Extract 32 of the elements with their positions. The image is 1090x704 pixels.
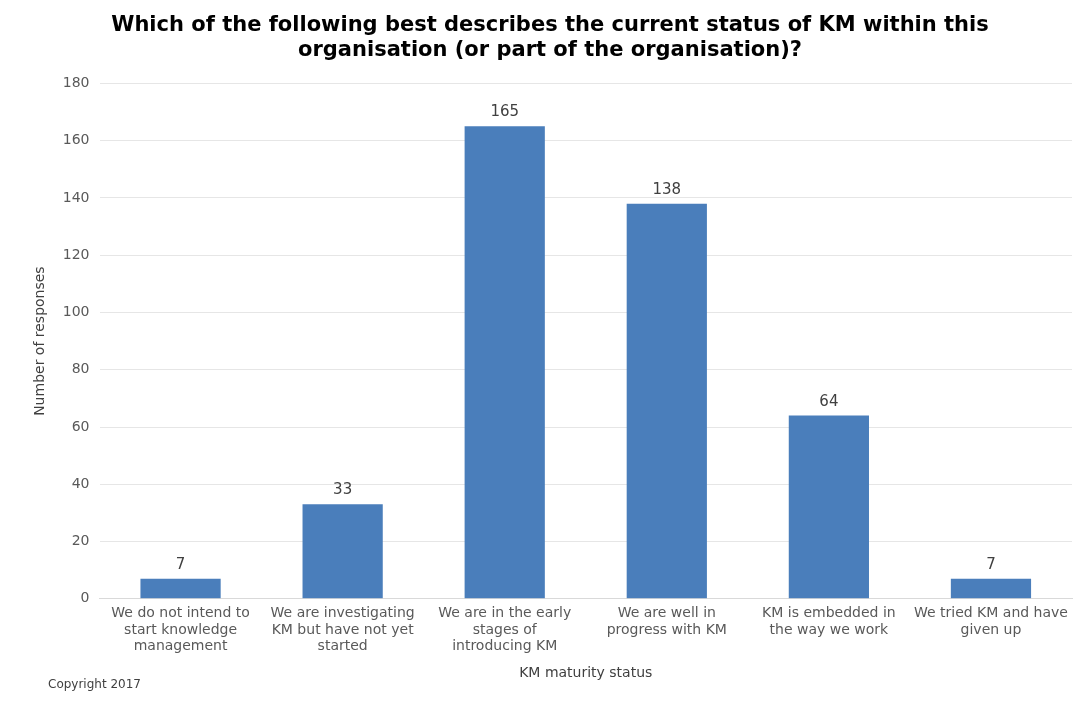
bar — [950, 578, 1032, 599]
bar — [626, 203, 707, 599]
y-tick-label: 60 — [71, 417, 90, 434]
x-tick-label: We are in the early stages of introducing KM — [438, 603, 572, 654]
bar — [302, 504, 383, 599]
data-label: 7 — [175, 554, 186, 573]
y-axis-title: Number of responses — [31, 266, 48, 416]
y-tick-label: 80 — [71, 360, 90, 377]
x-tick-label: We tried KM and have given up — [913, 603, 1068, 637]
x-tick-label: We are well in progress with KM — [606, 603, 727, 637]
y-tick-label: 160 — [62, 131, 90, 148]
chart-title: Which of the following best describes the current status of KM within this organisation (or part of the organisation)? — [111, 12, 989, 62]
y-tick-label: 140 — [62, 188, 90, 205]
bar — [464, 126, 545, 599]
x-tick-label: KM is embedded in the way we work — [762, 603, 896, 637]
text: Copyright 2017 — [48, 677, 141, 691]
x-axis-title: KM maturity status — [519, 664, 653, 681]
bar — [140, 578, 221, 599]
y-tick-label: 100 — [62, 303, 90, 320]
data-label: 7 — [986, 554, 996, 573]
x-tick-label: We do not intend to start knowledge management — [111, 603, 250, 654]
x-tick-label: We are investigating KM but have not yet started — [270, 603, 415, 654]
y-tick-label: 0 — [80, 589, 90, 606]
y-tick-label: 40 — [71, 474, 90, 491]
y-tick-label: 20 — [71, 532, 90, 549]
data-label: 138 — [652, 179, 682, 198]
y-tick-label: 120 — [62, 245, 90, 262]
data-label: 64 — [819, 391, 839, 410]
data-label: 33 — [333, 480, 353, 499]
data-label: 165 — [490, 102, 520, 121]
y-tick-label: 180 — [62, 74, 90, 91]
bar — [788, 415, 869, 599]
